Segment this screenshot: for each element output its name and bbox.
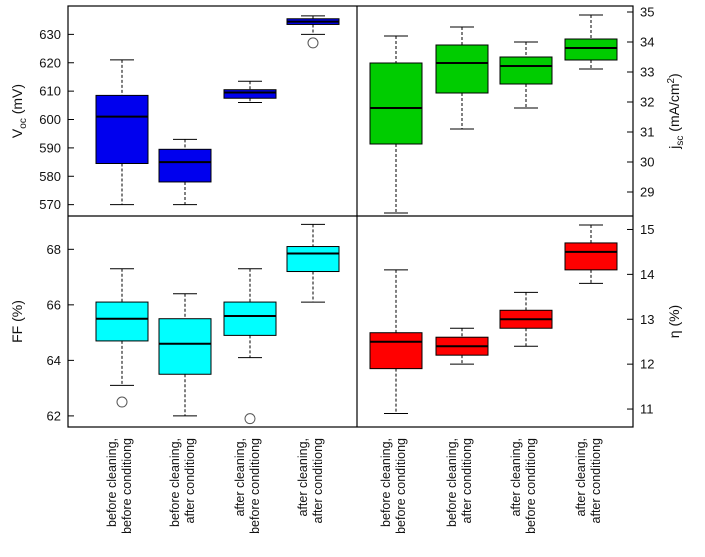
- box-body: [158, 148, 212, 183]
- box-3: [499, 41, 553, 109]
- outlier-point: [116, 396, 128, 408]
- x-category-label-line: before conditiong: [248, 438, 262, 534]
- x-category-label-line: after conditiong: [183, 438, 197, 524]
- y-axis-label: Voc (mV): [9, 84, 29, 138]
- y-tick-label: 31: [640, 125, 654, 140]
- y-tick-label: 68: [47, 242, 61, 257]
- y-tick-label: 610: [39, 84, 61, 99]
- x-category-label-line: after cleaning,: [233, 438, 247, 517]
- panel-top-right: 29 30 31 32 33 34 35 jsc (mA/cm2): [369, 5, 686, 214]
- x-category-label: after cleaning, before conditiong: [509, 438, 538, 534]
- box-3: [499, 291, 553, 347]
- box-body: [158, 318, 212, 375]
- y-tick-label: 66: [47, 297, 61, 312]
- panel-bottom-left: 62 64 66 68 FF (%): [9, 223, 340, 425]
- y-tick-label: 580: [39, 169, 61, 184]
- box-body: [223, 301, 277, 336]
- y-tick-label: 32: [640, 95, 654, 110]
- x-category-label-line: after cleaning,: [574, 438, 588, 517]
- x-category-label-line: after conditiong: [311, 438, 325, 524]
- x-category-label-line: before cleaning,: [379, 438, 393, 527]
- y-tick-label: 13: [640, 312, 654, 327]
- box-1: [369, 269, 423, 415]
- x-category-label-line: before cleaning,: [168, 438, 182, 527]
- y-tick-label: 34: [640, 35, 654, 50]
- y-tick-label: 12: [640, 357, 654, 372]
- y-tick-label: 14: [640, 267, 654, 282]
- y-tick-label: 590: [39, 140, 61, 155]
- y-tick-label: 64: [47, 353, 61, 368]
- x-category-label: before cleaning, after conditiong: [445, 438, 474, 527]
- box-4: [286, 15, 340, 49]
- x-category-label: before cleaning, before conditiong: [379, 438, 408, 534]
- x-category-label: before cleaning, before conditiong: [105, 438, 134, 534]
- y-axis-label: jsc (mA/cm2): [666, 73, 686, 149]
- box-4: [564, 14, 618, 70]
- outlier-point: [307, 37, 319, 49]
- y-axis-label: η (%): [666, 305, 682, 338]
- x-category-label: before cleaning, after conditiong: [168, 438, 197, 527]
- box-body: [286, 246, 340, 273]
- x-category-label-line: after cleaning,: [509, 438, 523, 517]
- y-axis-label: FF (%): [9, 300, 25, 343]
- y-tick-label: 30: [640, 155, 654, 170]
- box-body: [95, 301, 149, 342]
- box-1: [95, 59, 149, 206]
- panel-bottom-right: 11 12 13 14 15 η (%): [369, 222, 682, 417]
- y-tick-label: 15: [640, 222, 654, 237]
- y-tick-label: 11: [640, 402, 654, 417]
- y-tick-label: 600: [39, 112, 61, 127]
- box-2: [158, 138, 212, 206]
- x-category-label-line: before conditiong: [394, 438, 408, 534]
- x-category-label: after cleaning, after conditiong: [296, 438, 325, 524]
- box-body: [499, 56, 553, 85]
- box-body: [95, 94, 149, 164]
- y-tick-label: 62: [47, 408, 61, 423]
- x-category-label-line: before conditiong: [120, 438, 134, 534]
- box-body: [564, 242, 618, 271]
- y-tick-label: 29: [640, 185, 654, 200]
- y-tick-label: 620: [39, 55, 61, 70]
- box-3: [223, 268, 277, 425]
- box-body: [369, 62, 423, 145]
- box-body: [564, 38, 618, 61]
- box-4: [286, 223, 340, 303]
- y-tick-label: 630: [39, 27, 61, 42]
- x-category-label-line: before cleaning,: [445, 438, 459, 527]
- box-1: [369, 35, 423, 214]
- y-tick-label: 33: [640, 65, 654, 80]
- box-2: [435, 327, 489, 365]
- y-tick-label: 35: [640, 5, 654, 20]
- box-1: [95, 268, 149, 408]
- x-category-label-line: before conditiong: [524, 438, 538, 534]
- box-2: [158, 293, 212, 417]
- outlier-point: [244, 413, 256, 425]
- box-2: [435, 26, 489, 130]
- box-body: [223, 89, 277, 99]
- x-category-label-line: after conditiong: [460, 438, 474, 524]
- x-category-label: after cleaning, after conditiong: [574, 438, 603, 524]
- box-3: [223, 80, 277, 103]
- box-4: [564, 224, 618, 284]
- y-tick-label: 570: [39, 197, 61, 212]
- panel-top-left: 570 580 590 600 610 620 630 Voc (mV): [9, 15, 340, 212]
- box-body: [435, 44, 489, 94]
- x-category-label-line: after cleaning,: [296, 438, 310, 517]
- x-category-label-line: before cleaning,: [105, 438, 119, 527]
- x-category-label-line: after conditiong: [589, 438, 603, 524]
- x-category-label: after cleaning, before conditiong: [233, 438, 262, 534]
- box-body: [369, 332, 423, 370]
